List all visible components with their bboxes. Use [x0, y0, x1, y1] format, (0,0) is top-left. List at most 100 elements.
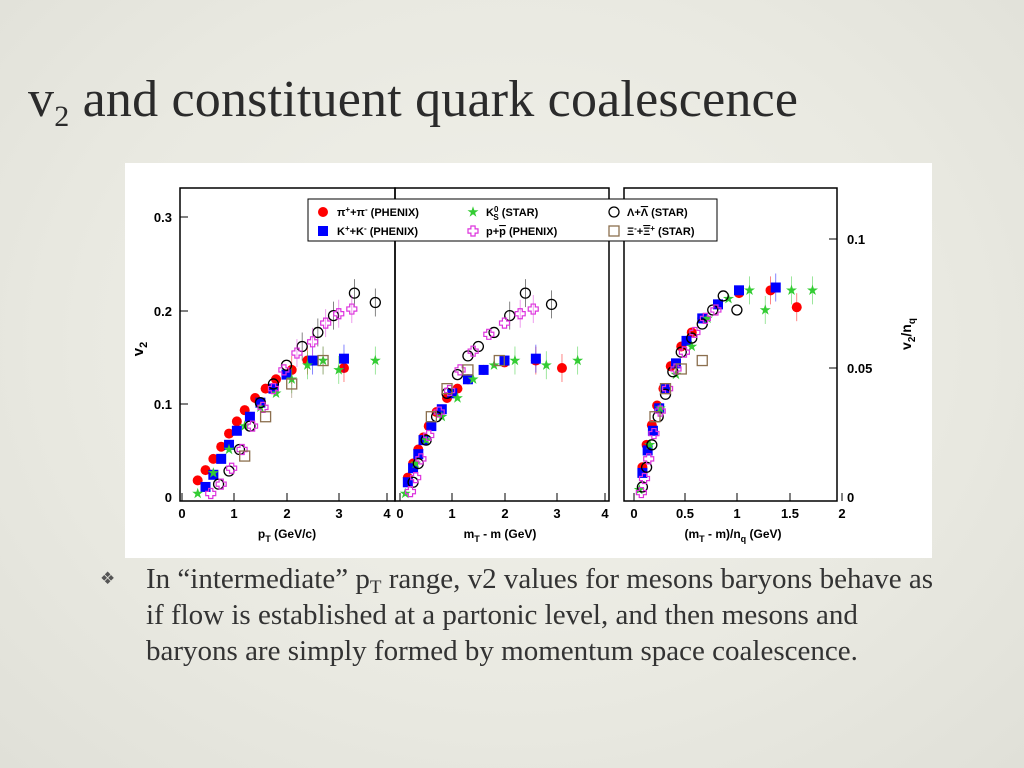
diamond-bullet-icon: ❖: [100, 569, 116, 588]
right-data-point: [647, 425, 658, 436]
left-data-point: [200, 465, 211, 476]
left-data-point: [320, 317, 332, 329]
left-data-point: [226, 462, 238, 474]
right-data-point: [696, 354, 708, 367]
left-data-point: [254, 401, 266, 412]
legend-marker: [318, 226, 328, 236]
middle-data-point: [509, 354, 521, 366]
right-data-point: [786, 284, 797, 295]
legend-proton: p+p (PHENIX): [486, 226, 558, 238]
right-ylabel-b: /n: [898, 324, 914, 336]
data-marks: [192, 273, 818, 500]
middle-data-point: [408, 463, 419, 474]
right-ytick-label: 0: [847, 490, 854, 505]
right-data-point: [713, 299, 723, 310]
right-data-point: [717, 290, 729, 302]
right-frame: [623, 187, 838, 502]
middle-data-point: [493, 354, 505, 367]
legend-lambda: Λ+Λ (STAR): [627, 207, 688, 219]
legend-box: [307, 198, 718, 242]
mid-xtick-label: 2: [501, 506, 508, 521]
legend-proton-bar: p: [499, 226, 506, 238]
left-data-point: [333, 364, 345, 375]
right-data-point: [770, 282, 781, 293]
left-data-point: [307, 336, 319, 348]
mid-xtick-label: 1: [448, 506, 455, 521]
right-xtick-label: 0: [630, 506, 637, 521]
right-data-point: [807, 284, 818, 295]
legend-marker: [608, 225, 620, 237]
right-data-point: [654, 402, 666, 413]
legend-xi-sup: -: [634, 224, 637, 233]
mid-xlabel-rest: - m (GeV): [480, 527, 537, 541]
right-data-point: [723, 293, 734, 304]
legend-kaon-sup2: -: [364, 224, 367, 233]
left-data-point: [267, 383, 280, 395]
left-data-point: [200, 481, 211, 492]
right-data-point: [689, 326, 701, 339]
right-data-point: [686, 340, 698, 352]
legend-lambda-a: Λ+: [627, 207, 641, 219]
left-xlabel-sub: T: [265, 534, 271, 544]
left-data-point: [216, 453, 227, 464]
middle-data-point: [514, 308, 526, 320]
right-xtick-label: 0.5: [676, 506, 694, 521]
right-ylabel-sub1: 2: [907, 336, 918, 342]
legend-k0s-c: (STAR): [499, 207, 539, 219]
right-data-point: [759, 304, 771, 315]
left-data-point: [192, 487, 204, 499]
right-ytick-label: 0.05: [847, 361, 872, 376]
legend-pion-sup: +: [345, 205, 350, 214]
legend-xi: Ξ-+Ξ+ (STAR): [627, 224, 695, 238]
physics-figure: 0.3 0.2 0.1 0 v2 0 1 2 3 4 pT (GeV/c) 0 …: [125, 163, 932, 558]
right-data-point: [744, 284, 755, 295]
left-data-point: [215, 478, 227, 490]
left-xtick-label: 4: [383, 506, 391, 521]
left-data-point: [223, 443, 235, 455]
right-data-point: [731, 304, 743, 316]
right-data-point: [686, 332, 698, 344]
left-data-point: [346, 303, 358, 315]
right-xtick-label: 1.5: [781, 506, 799, 521]
left-xlabel-main: p: [258, 527, 265, 541]
bullet-item: ❖ In “intermediate” pT range, v2 values …: [100, 561, 940, 669]
legend-lambda-c: (STAR): [648, 207, 688, 219]
legend-marker: [467, 225, 479, 237]
left-ytick-label: 0: [165, 490, 172, 505]
mid-xtick-label: 0: [396, 506, 403, 521]
right-xlabel-sub2: q: [741, 534, 747, 544]
left-data-point: [192, 475, 203, 486]
left-data-point: [317, 354, 329, 367]
legend-kaon: K++K- (PHENIX): [337, 224, 418, 238]
left-xtick-label: 0: [178, 506, 185, 521]
left-data-point: [231, 425, 242, 436]
axis-ticks: [180, 216, 843, 501]
middle-data-point: [488, 326, 500, 339]
right-data-point: [635, 486, 647, 499]
left-data-point: [236, 443, 248, 456]
middle-data-point: [415, 453, 427, 465]
legend-kaon-sup: +: [345, 224, 350, 233]
mid-xtick-label: 3: [553, 506, 560, 521]
left-data-point: [259, 411, 272, 423]
middle-data-point: [423, 429, 435, 442]
left-data-point: [348, 287, 361, 299]
left-data-point: [205, 487, 217, 500]
legend-k0s: K0 S (STAR): [486, 205, 539, 222]
legend-pion-b: +π: [350, 207, 365, 219]
left-xtick-label: 3: [335, 506, 342, 521]
legend-pion-sup2: -: [365, 205, 368, 214]
left-xlabel: pT (GeV/c): [258, 527, 316, 544]
left-data-point: [207, 467, 219, 478]
middle-data-point: [498, 317, 511, 329]
middle-data-point: [452, 392, 463, 403]
right-xlabel: (mT - m)/nq (GeV): [684, 527, 781, 544]
left-data-point: [338, 353, 349, 364]
right-data-point: [734, 285, 744, 296]
slide-title: v2 and constituent quark coalescence: [28, 70, 798, 134]
left-xlabel-rest: (GeV/c): [271, 527, 316, 541]
right-data-point: [699, 312, 711, 325]
middle-data-point: [410, 471, 422, 484]
mid-xlabel-sub: T: [474, 534, 480, 544]
middle-data-point: [572, 354, 584, 366]
